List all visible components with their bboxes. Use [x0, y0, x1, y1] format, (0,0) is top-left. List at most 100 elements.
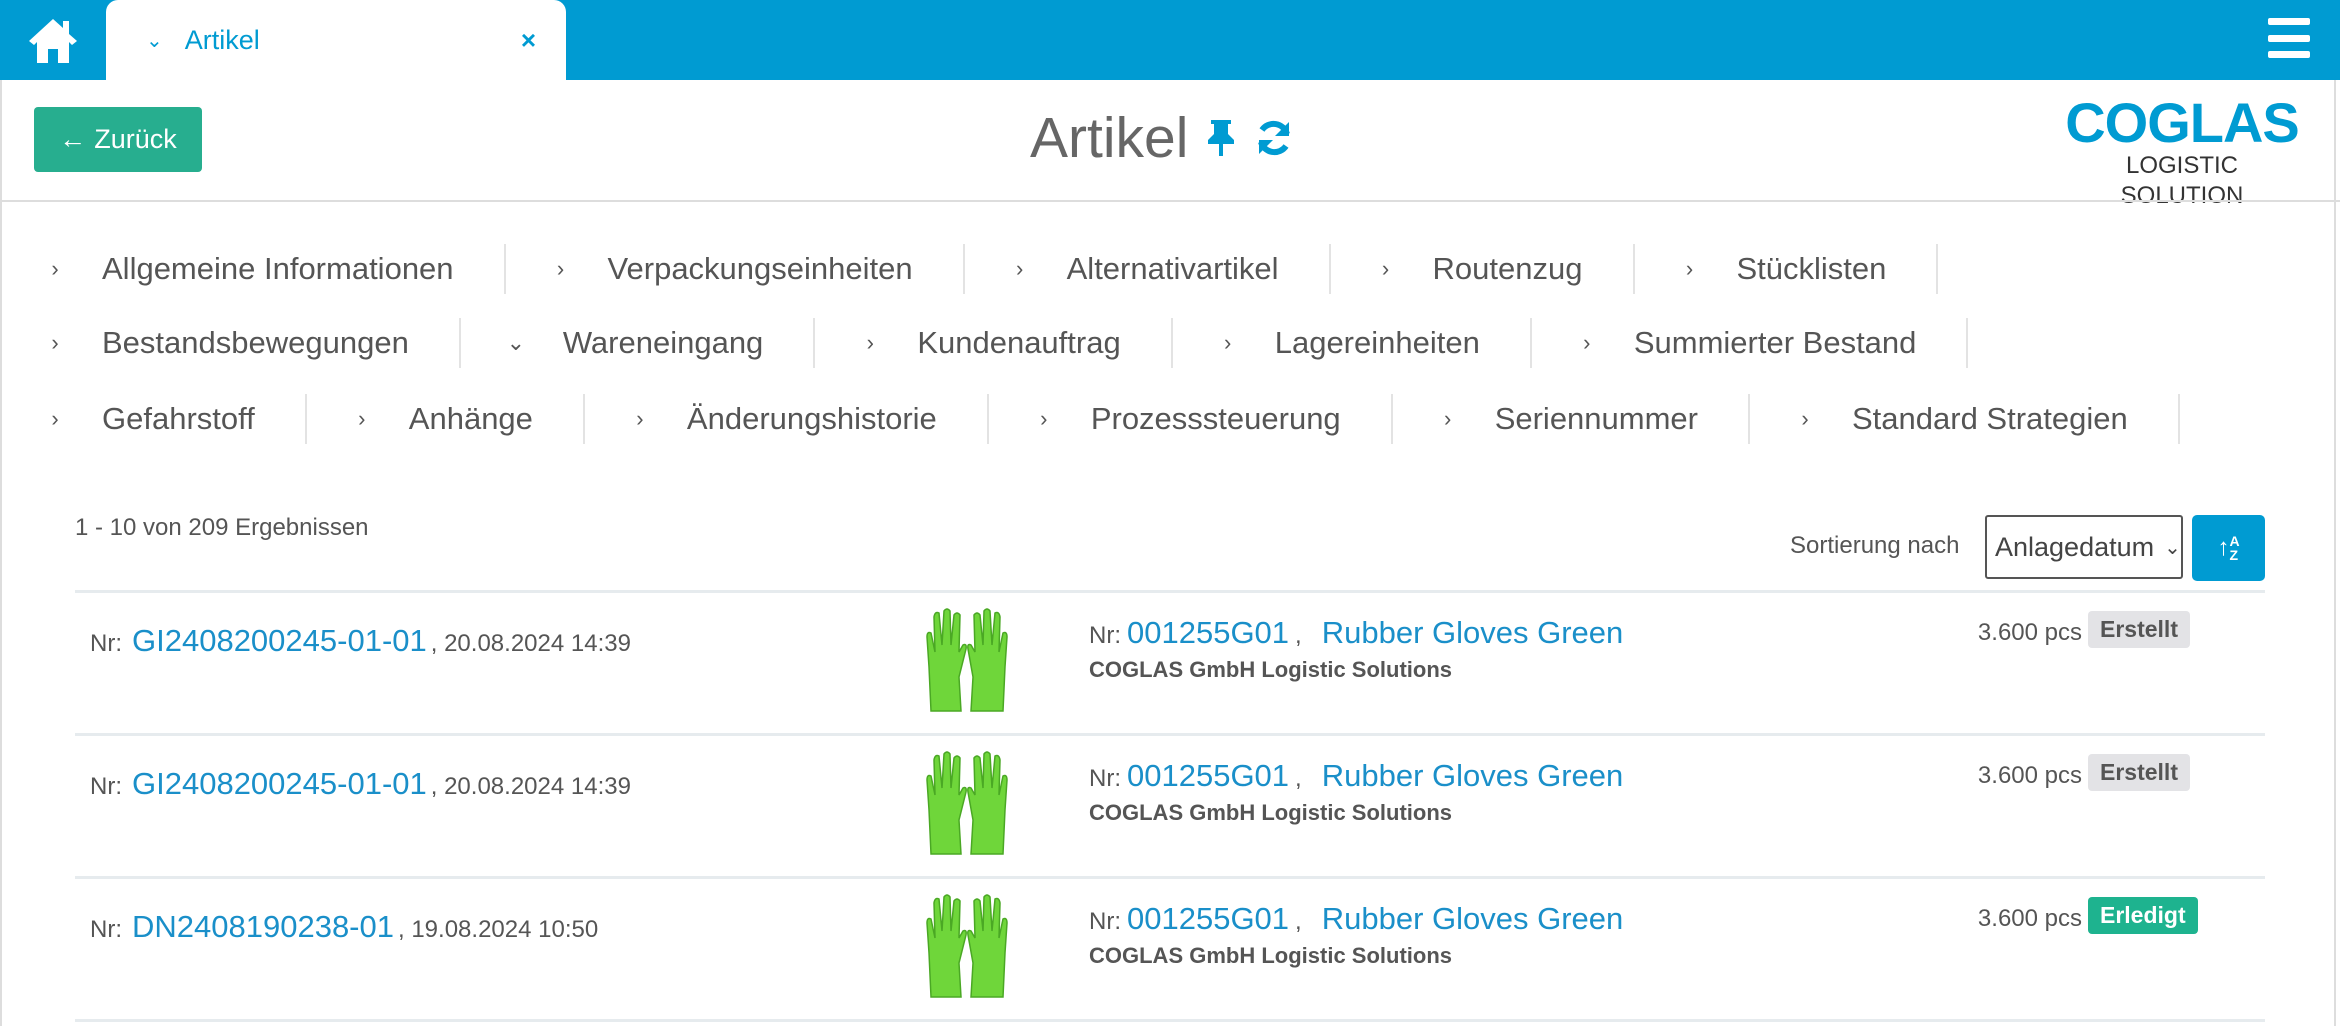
- nav-item-label: Routenzug: [1432, 251, 1583, 286]
- article-number-link[interactable]: 001255G01: [1127, 758, 1290, 793]
- nr-label: Nr:: [1089, 908, 1121, 935]
- status-badge: Erledigt: [2088, 897, 2198, 934]
- nav-item[interactable]: ⌄ Wareneingang: [461, 318, 816, 368]
- tab-artikel[interactable]: ⌄ Artikel ×: [106, 0, 566, 80]
- nav-item-label: Gefahrstoff: [102, 401, 255, 436]
- nav-item[interactable]: › Anhänge: [307, 394, 585, 444]
- product-image: [926, 608, 1008, 712]
- home-icon: [29, 19, 77, 63]
- nav-item[interactable]: › Alternativartikel: [965, 244, 1331, 294]
- nav-item-label: Bestandsbewegungen: [102, 325, 409, 360]
- nav-item[interactable]: › Standard Strategien: [1750, 394, 2180, 444]
- document-info: Nr: DN2408190238-01, 19.08.2024 10:50: [90, 909, 598, 945]
- nav-item-label: Anhänge: [408, 401, 533, 436]
- document-link[interactable]: GI2408200245-01-01: [132, 766, 427, 801]
- separator: ,: [1295, 622, 1302, 649]
- nav-item[interactable]: › Seriennummer: [1393, 394, 1750, 444]
- nav-item-label: Lagereinheiten: [1274, 325, 1480, 360]
- nr-label: Nr:: [90, 630, 122, 657]
- quantity: 3.600 pcs: [1977, 619, 2082, 646]
- chevron-right-icon: ›: [866, 330, 874, 355]
- chevron-right-icon: ›: [1224, 330, 1232, 355]
- refresh-icon[interactable]: [1254, 118, 1294, 158]
- status-badge: Erstellt: [2088, 754, 2190, 791]
- nav-item[interactable]: › Bestandsbewegungen: [0, 318, 461, 368]
- company-name: COGLAS GmbH Logistic Solutions: [1089, 800, 1452, 825]
- nav-item-label: Seriennummer: [1494, 401, 1698, 436]
- document-link[interactable]: DN2408190238-01: [132, 909, 394, 944]
- company-name: COGLAS GmbH Logistic Solutions: [1089, 943, 1452, 968]
- article-name-link[interactable]: Rubber Gloves Green: [1321, 615, 1624, 650]
- product-image: [926, 894, 1008, 998]
- article-info: Nr: 001255G01, Rubber Gloves Green: [1089, 615, 1623, 651]
- arrow-left-icon: ←: [59, 124, 87, 154]
- tab-label: Artikel: [184, 24, 260, 55]
- chevron-down-icon: ⌄: [2164, 536, 2181, 559]
- article-name-link[interactable]: Rubber Gloves Green: [1321, 758, 1624, 793]
- nav-item-label: Änderungshistorie: [686, 401, 937, 436]
- chevron-down-icon: ⌄: [506, 330, 526, 355]
- nr-label: Nr:: [90, 916, 122, 943]
- chevron-right-icon: ›: [51, 256, 59, 281]
- list-item[interactable]: Nr: GI2408200245-01-01, 20.08.2024 14:39 …: [75, 733, 2265, 876]
- article-number-link[interactable]: 001255G01: [1127, 615, 1290, 650]
- nav-item[interactable]: › Summierter Bestand: [1532, 318, 1969, 368]
- nav-item-label: Allgemeine Informationen: [102, 251, 454, 286]
- article-info: Nr: 001255G01, Rubber Gloves Green: [1089, 758, 1623, 794]
- nav-item[interactable]: › Lagereinheiten: [1173, 318, 1532, 368]
- nav-row: › Allgemeine Informationen › Verpackungsein…: [0, 244, 1939, 294]
- article-name-link[interactable]: Rubber Gloves Green: [1321, 901, 1624, 936]
- nav-item-label: Prozesssteuerung: [1090, 401, 1341, 436]
- nav-item[interactable]: › Verpackungseinheiten: [506, 244, 965, 294]
- nav-item[interactable]: › Gefahrstoff: [0, 394, 307, 444]
- article-number-link[interactable]: 001255G01: [1127, 901, 1290, 936]
- chevron-right-icon: ›: [1040, 406, 1048, 431]
- document-info: Nr: GI2408200245-01-01, 20.08.2024 14:39: [90, 623, 631, 659]
- chevron-right-icon: ›: [1444, 406, 1452, 431]
- document-date: , 20.08.2024 14:39: [430, 773, 631, 800]
- back-label: Zurück: [94, 124, 177, 154]
- nav-item[interactable]: › Prozesssteuerung: [989, 394, 1393, 444]
- chevron-right-icon: ›: [1381, 256, 1390, 281]
- home-button[interactable]: [0, 0, 106, 80]
- sort-value: Anlagedatum: [1995, 531, 2155, 562]
- chevron-right-icon: ›: [51, 330, 59, 355]
- hamburger-icon[interactable]: [2268, 18, 2310, 58]
- product-image: [926, 751, 1008, 855]
- chevron-right-icon: ›: [1015, 256, 1024, 281]
- nav-item-label: Stücklisten: [1736, 251, 1887, 286]
- divider: [0, 200, 2340, 202]
- sort-direction-button[interactable]: ↑A Z: [2192, 515, 2265, 581]
- nav-item[interactable]: › Routenzug: [1331, 244, 1635, 294]
- nav-item-label: Wareneingang: [562, 325, 764, 360]
- close-icon[interactable]: ×: [520, 24, 536, 55]
- separator: ,: [1295, 908, 1302, 935]
- status-badge: Erstellt: [2088, 611, 2190, 648]
- results-count: 1 - 10 von 209 Ergebnissen: [75, 514, 369, 541]
- nr-label: Nr:: [90, 773, 122, 800]
- page-title: Artikel: [1030, 105, 1294, 171]
- chevron-down-icon[interactable]: ⌄: [146, 29, 163, 52]
- top-bar: ⌄ Artikel ×: [0, 0, 2340, 80]
- logo-main: COGLAS: [2065, 91, 2300, 154]
- nav-item-label: Verpackungseinheiten: [607, 251, 913, 286]
- article-info: Nr: 001255G01, Rubber Gloves Green: [1089, 901, 1623, 937]
- back-button[interactable]: ← Zurück: [34, 107, 202, 172]
- main-frame: [0, 80, 2336, 1026]
- nav-item[interactable]: › Stücklisten: [1635, 244, 1939, 294]
- document-date: , 20.08.2024 14:39: [430, 630, 631, 657]
- chevron-right-icon: ›: [358, 406, 366, 431]
- nav-item-label: Alternativartikel: [1066, 251, 1279, 286]
- pin-icon[interactable]: [1206, 118, 1236, 158]
- coglas-logo: COGLAS LOGISTIC SOLUTION: [2062, 95, 2302, 211]
- list-item[interactable]: Nr: DN2408190238-01, 19.08.2024 10:50 Nr:…: [75, 876, 2265, 1019]
- nav-item[interactable]: › Allgemeine Informationen: [0, 244, 506, 294]
- chevron-right-icon: ›: [1583, 330, 1591, 355]
- nav-item[interactable]: › Änderungshistorie: [585, 394, 989, 444]
- nav-item-label: Standard Strategien: [1852, 401, 2128, 436]
- nav-item[interactable]: › Kundenauftrag: [815, 318, 1173, 368]
- chevron-right-icon: ›: [1801, 406, 1809, 431]
- sort-select[interactable]: Anlagedatum ⌄: [1985, 515, 2183, 579]
- document-link[interactable]: GI2408200245-01-01: [132, 623, 427, 658]
- list-item[interactable]: Nr: GI2408200245-01-01, 20.08.2024 14:39 …: [75, 590, 2265, 733]
